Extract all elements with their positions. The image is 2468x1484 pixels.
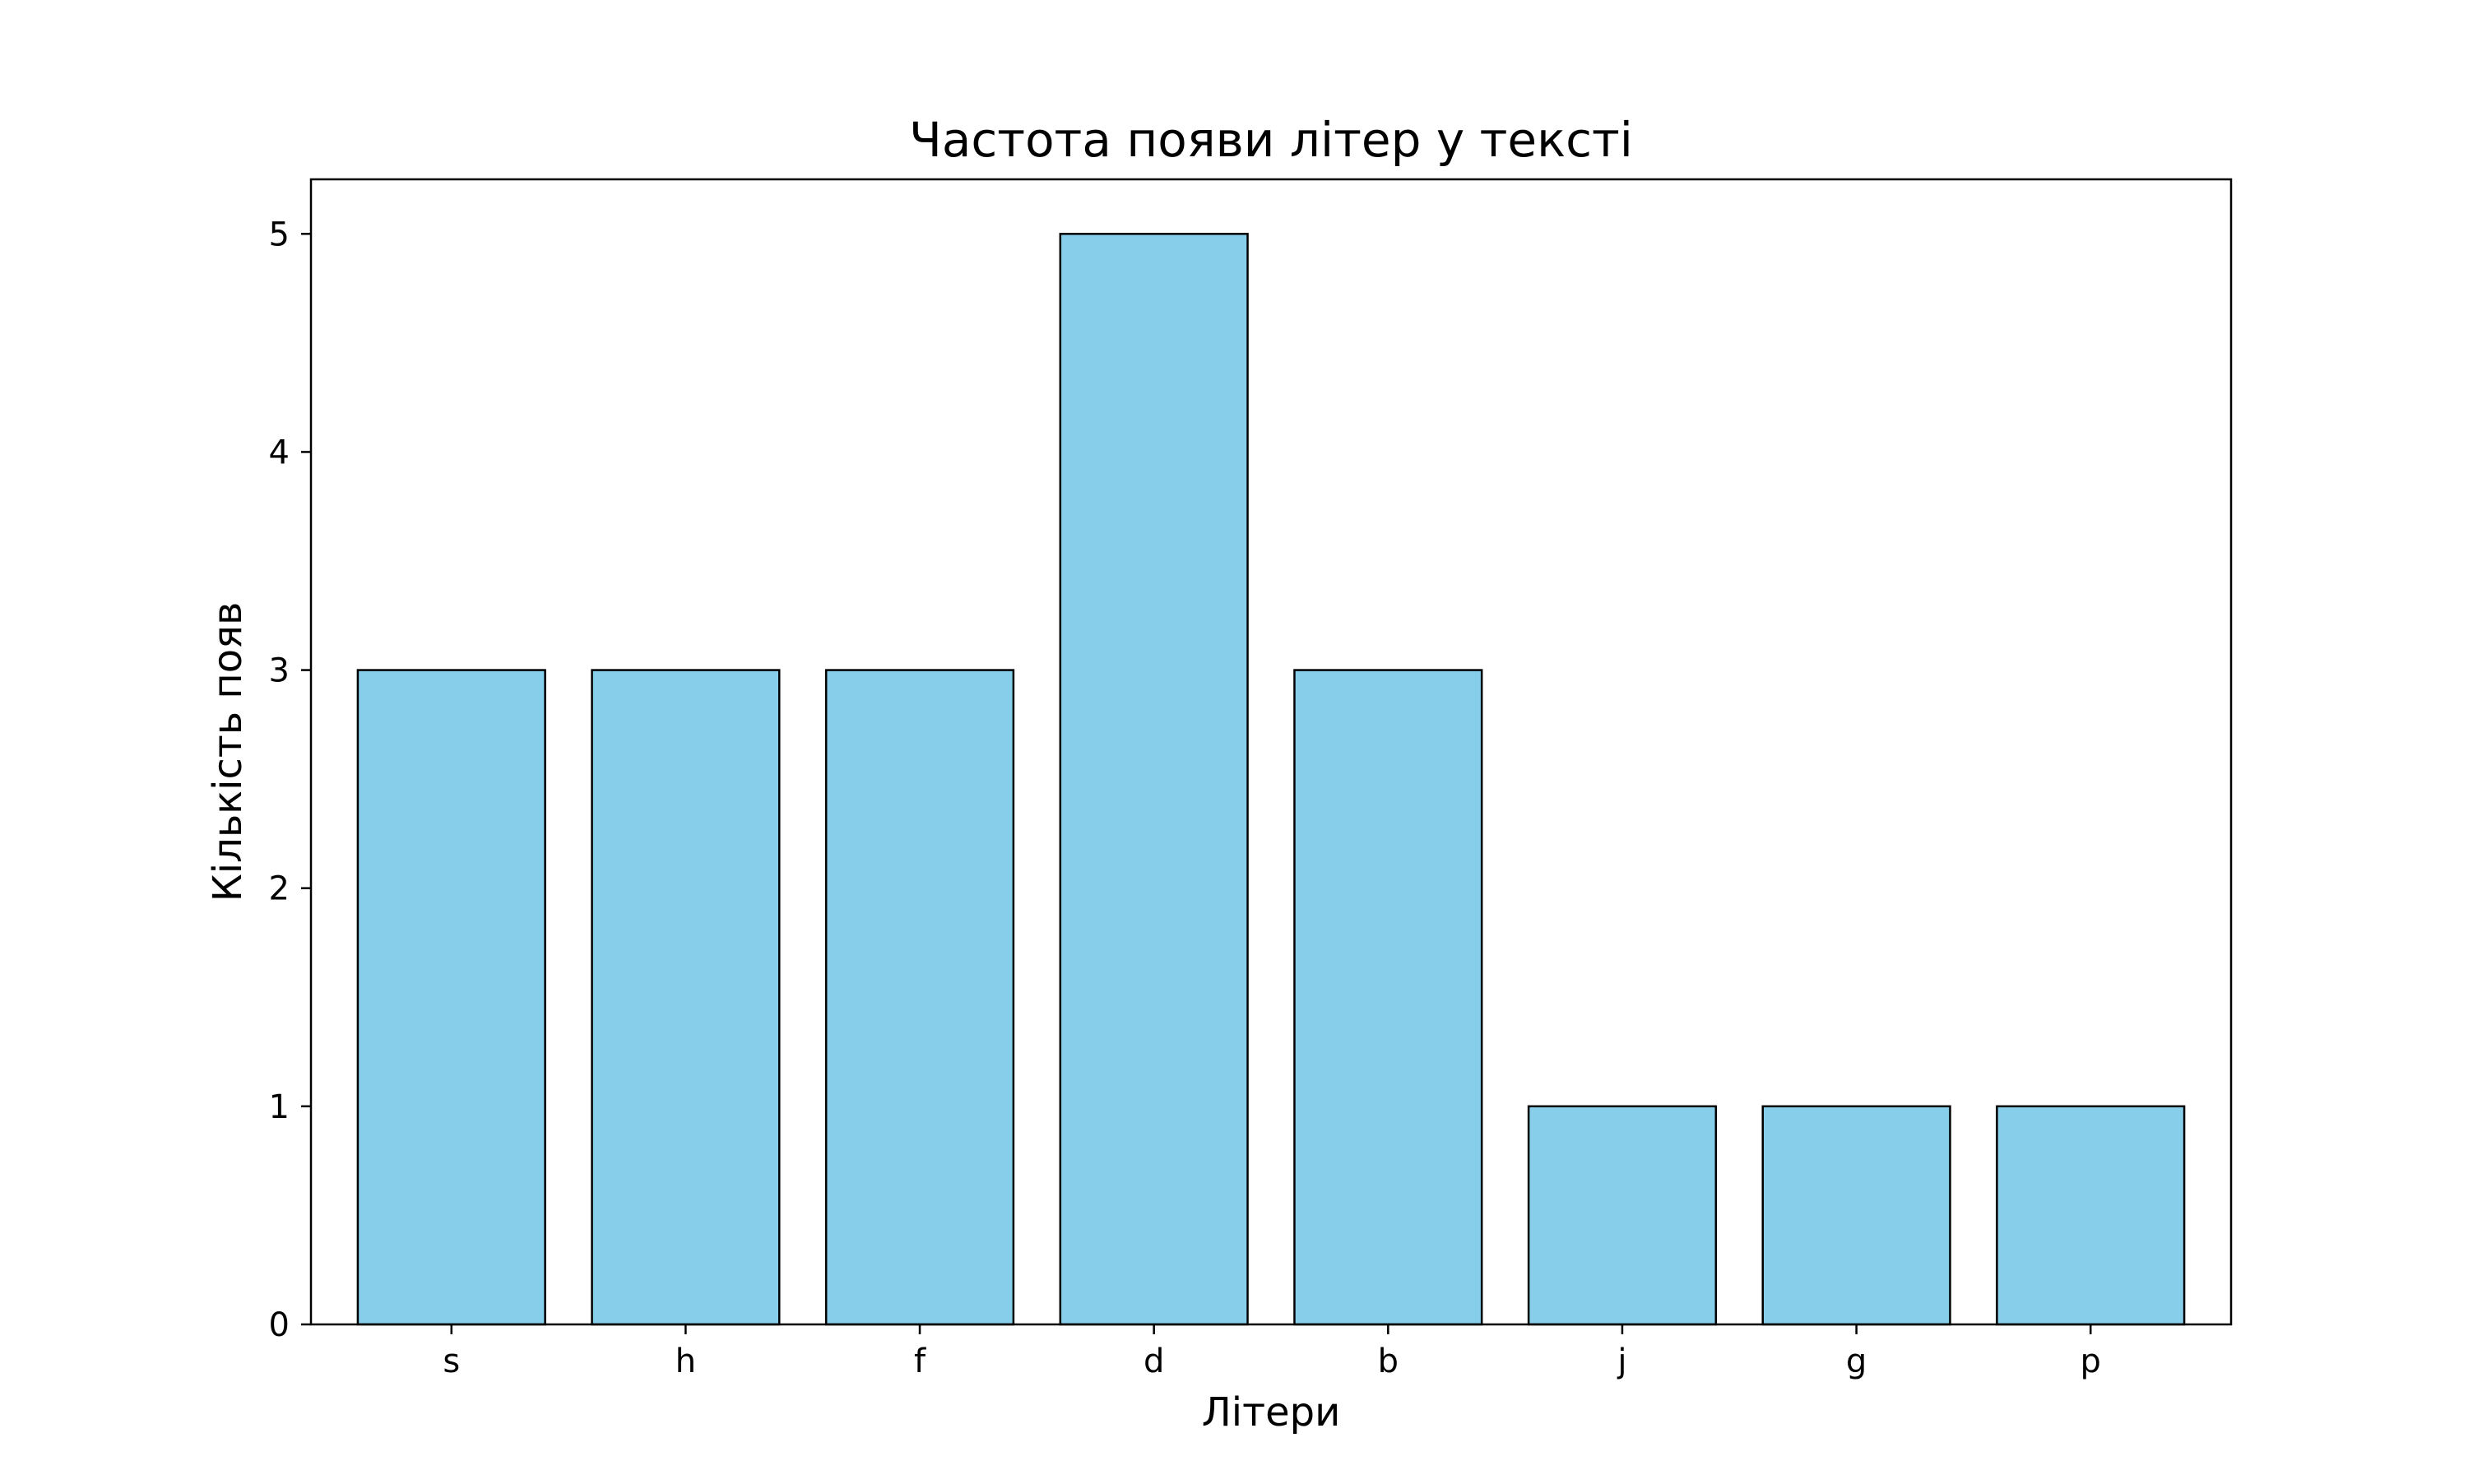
x-tick-label: g: [1846, 1343, 1867, 1380]
plot-area-frame: [309, 178, 2233, 1326]
chart-title: Частота появи літер у тексті: [909, 112, 1633, 168]
x-axis-label: Літери: [1202, 1389, 1341, 1435]
y-tick-label: 2: [269, 870, 290, 908]
x-tick-label: b: [1378, 1343, 1399, 1380]
bar-s: [356, 669, 546, 1326]
bar-d: [1059, 233, 1249, 1326]
y-tick-label: 0: [269, 1306, 290, 1344]
x-tick-label: p: [2081, 1343, 2101, 1380]
x-tick-label: d: [1144, 1343, 1164, 1380]
x-tick-label: j: [1617, 1343, 1626, 1380]
bar-g: [1761, 1105, 1951, 1326]
y-tick-label: 1: [269, 1088, 290, 1126]
y-tick-label: 3: [269, 652, 290, 690]
y-tick-label: 5: [269, 216, 290, 253]
y-tick-label: 4: [269, 434, 290, 471]
bars-layer: [356, 233, 2186, 1326]
x-tick-label: f: [914, 1343, 926, 1380]
bar-j: [1527, 1105, 1718, 1326]
bar-h: [591, 669, 781, 1326]
bar-f: [824, 669, 1015, 1326]
bar-p: [1996, 1105, 2186, 1326]
bar-b: [1293, 669, 1483, 1326]
y-axis-label: Кількість появ: [205, 602, 251, 902]
y-ticks: 0 1 2 3 4 5: [269, 216, 311, 1344]
x-tick-label: h: [675, 1343, 696, 1380]
x-tick-label: s: [443, 1343, 460, 1380]
